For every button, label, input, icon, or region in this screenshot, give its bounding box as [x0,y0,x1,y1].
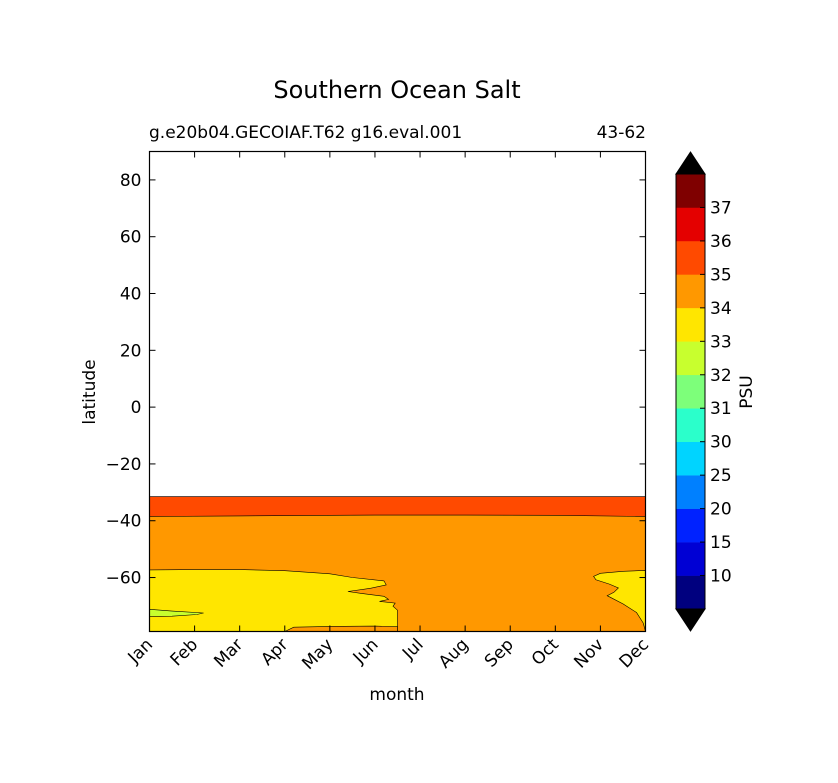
x-tick-label: Nov [570,635,608,673]
x-tick-label: Sep [481,635,518,672]
colorbar-tick-label: 15 [710,533,732,553]
chart-subtitle-left: g.e20b04.GECOIAF.T62 g16.eval.001 [149,123,462,143]
colorbar-tick-label: 36 [710,232,732,252]
y-axis-label: latitude [80,359,100,424]
colorbar-tick-label: 37 [710,198,732,218]
colorbar-tick-label: 20 [710,500,732,520]
contour-region-4 [593,570,646,632]
y-tick-label: 20 [120,341,142,361]
x-tick-label: Aug [435,635,473,673]
y-tick-label: 40 [120,285,142,305]
plot-area [148,150,647,633]
x-tick-label: Jul [398,635,427,664]
colorbar: 10 15 20 25 30 31 32 33 34 35 36 37 [675,151,732,632]
y-axis: 80 60 40 20 0 −20 −40 −60 [106,171,646,589]
y-tick-label: 80 [120,171,142,191]
colorbar-tick-label: 35 [710,265,732,285]
colorbar-tick-label: 32 [710,366,732,386]
colorbar-segment [676,307,705,342]
colorbar-segment [676,508,705,543]
colorbar-segment [676,240,705,275]
colorbar-tick-label: 25 [710,466,732,486]
y-tick-label: 60 [120,228,142,248]
colorbar-tick-label: 31 [710,399,732,419]
colorbar-segment [676,475,705,509]
x-tick-label: May [298,635,337,674]
colorbar-segment [676,274,705,309]
contour-regions [149,496,646,632]
colorbar-tick-label: 33 [710,332,732,352]
chart-title: Southern Ocean Salt [273,76,520,104]
x-tick-label: Dec [616,635,653,672]
colorbar-segment [676,374,705,409]
x-tick-label: Feb [167,635,202,670]
colorbar-segment [676,207,705,242]
x-tick-label: Mar [210,635,247,672]
colorbar-segment [676,441,705,476]
x-tick-label: Apr [257,635,292,670]
contour-region-0 [149,496,646,517]
colorbar-extend-top [675,151,706,175]
y-tick-label: −40 [106,512,142,532]
colorbar-segment [676,341,705,376]
colorbar-segment [676,408,705,442]
colorbar-label: PSU [737,375,757,409]
x-tick-label: Jan [124,635,157,668]
y-tick-label: −20 [106,455,142,475]
y-tick-label: 0 [131,398,142,418]
contour-region-3 [284,625,398,632]
colorbar-segment [676,542,705,576]
colorbar-frame [675,173,706,610]
colorbar-extend-bottom [675,608,706,632]
colorbar-tick-label: 10 [710,567,732,587]
colorbar-tick-label: 34 [710,299,732,319]
x-tick-label: Jun [349,635,383,669]
chart-subtitle-right: 43-62 [597,123,646,143]
contour-region-2 [149,569,398,632]
x-tick-label: Oct [528,635,563,670]
colorbar-segment [676,575,705,610]
y-tick-label: −60 [106,569,142,589]
x-axis-label: month [369,685,424,705]
colorbar-tick-label: 30 [710,433,732,453]
colorbar-segment [676,174,705,208]
